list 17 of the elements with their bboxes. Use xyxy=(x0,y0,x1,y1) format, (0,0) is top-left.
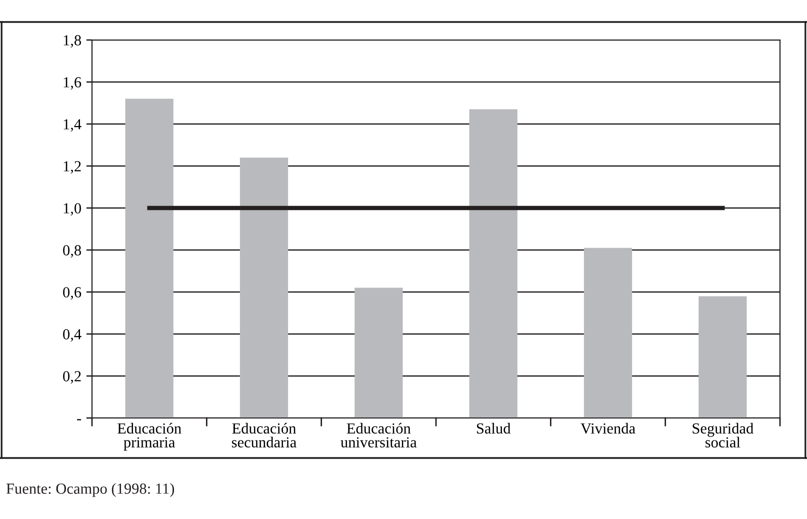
y-tick-label: 1,4 xyxy=(64,119,82,132)
y-tick-label: 1,2 xyxy=(64,161,81,174)
y-tick-label: 0,6 xyxy=(63,287,82,300)
x-tick-label: Educación universitaria xyxy=(340,422,417,448)
x-tick-label: Seguridad social xyxy=(692,422,754,448)
y-tick-label: 0,4 xyxy=(63,329,82,342)
x-tick-label: Educación secundaria xyxy=(232,422,296,448)
y-tick-label: 1,0 xyxy=(64,203,81,216)
y-tick-label: 1,8 xyxy=(64,35,81,48)
y-tick-label: 0,8 xyxy=(63,245,81,258)
x-tick-label: Educación primaria xyxy=(118,422,182,451)
y-tick-label: 1,6 xyxy=(64,77,82,90)
source-note: Fuente: Ocampo (1998: 11) xyxy=(6,483,174,497)
x-tick-label: Salud xyxy=(476,422,511,434)
y-tick-label: - xyxy=(77,419,82,420)
y-tick-label: 0,2 xyxy=(63,371,81,384)
x-tick-label: Vivienda xyxy=(580,422,636,434)
